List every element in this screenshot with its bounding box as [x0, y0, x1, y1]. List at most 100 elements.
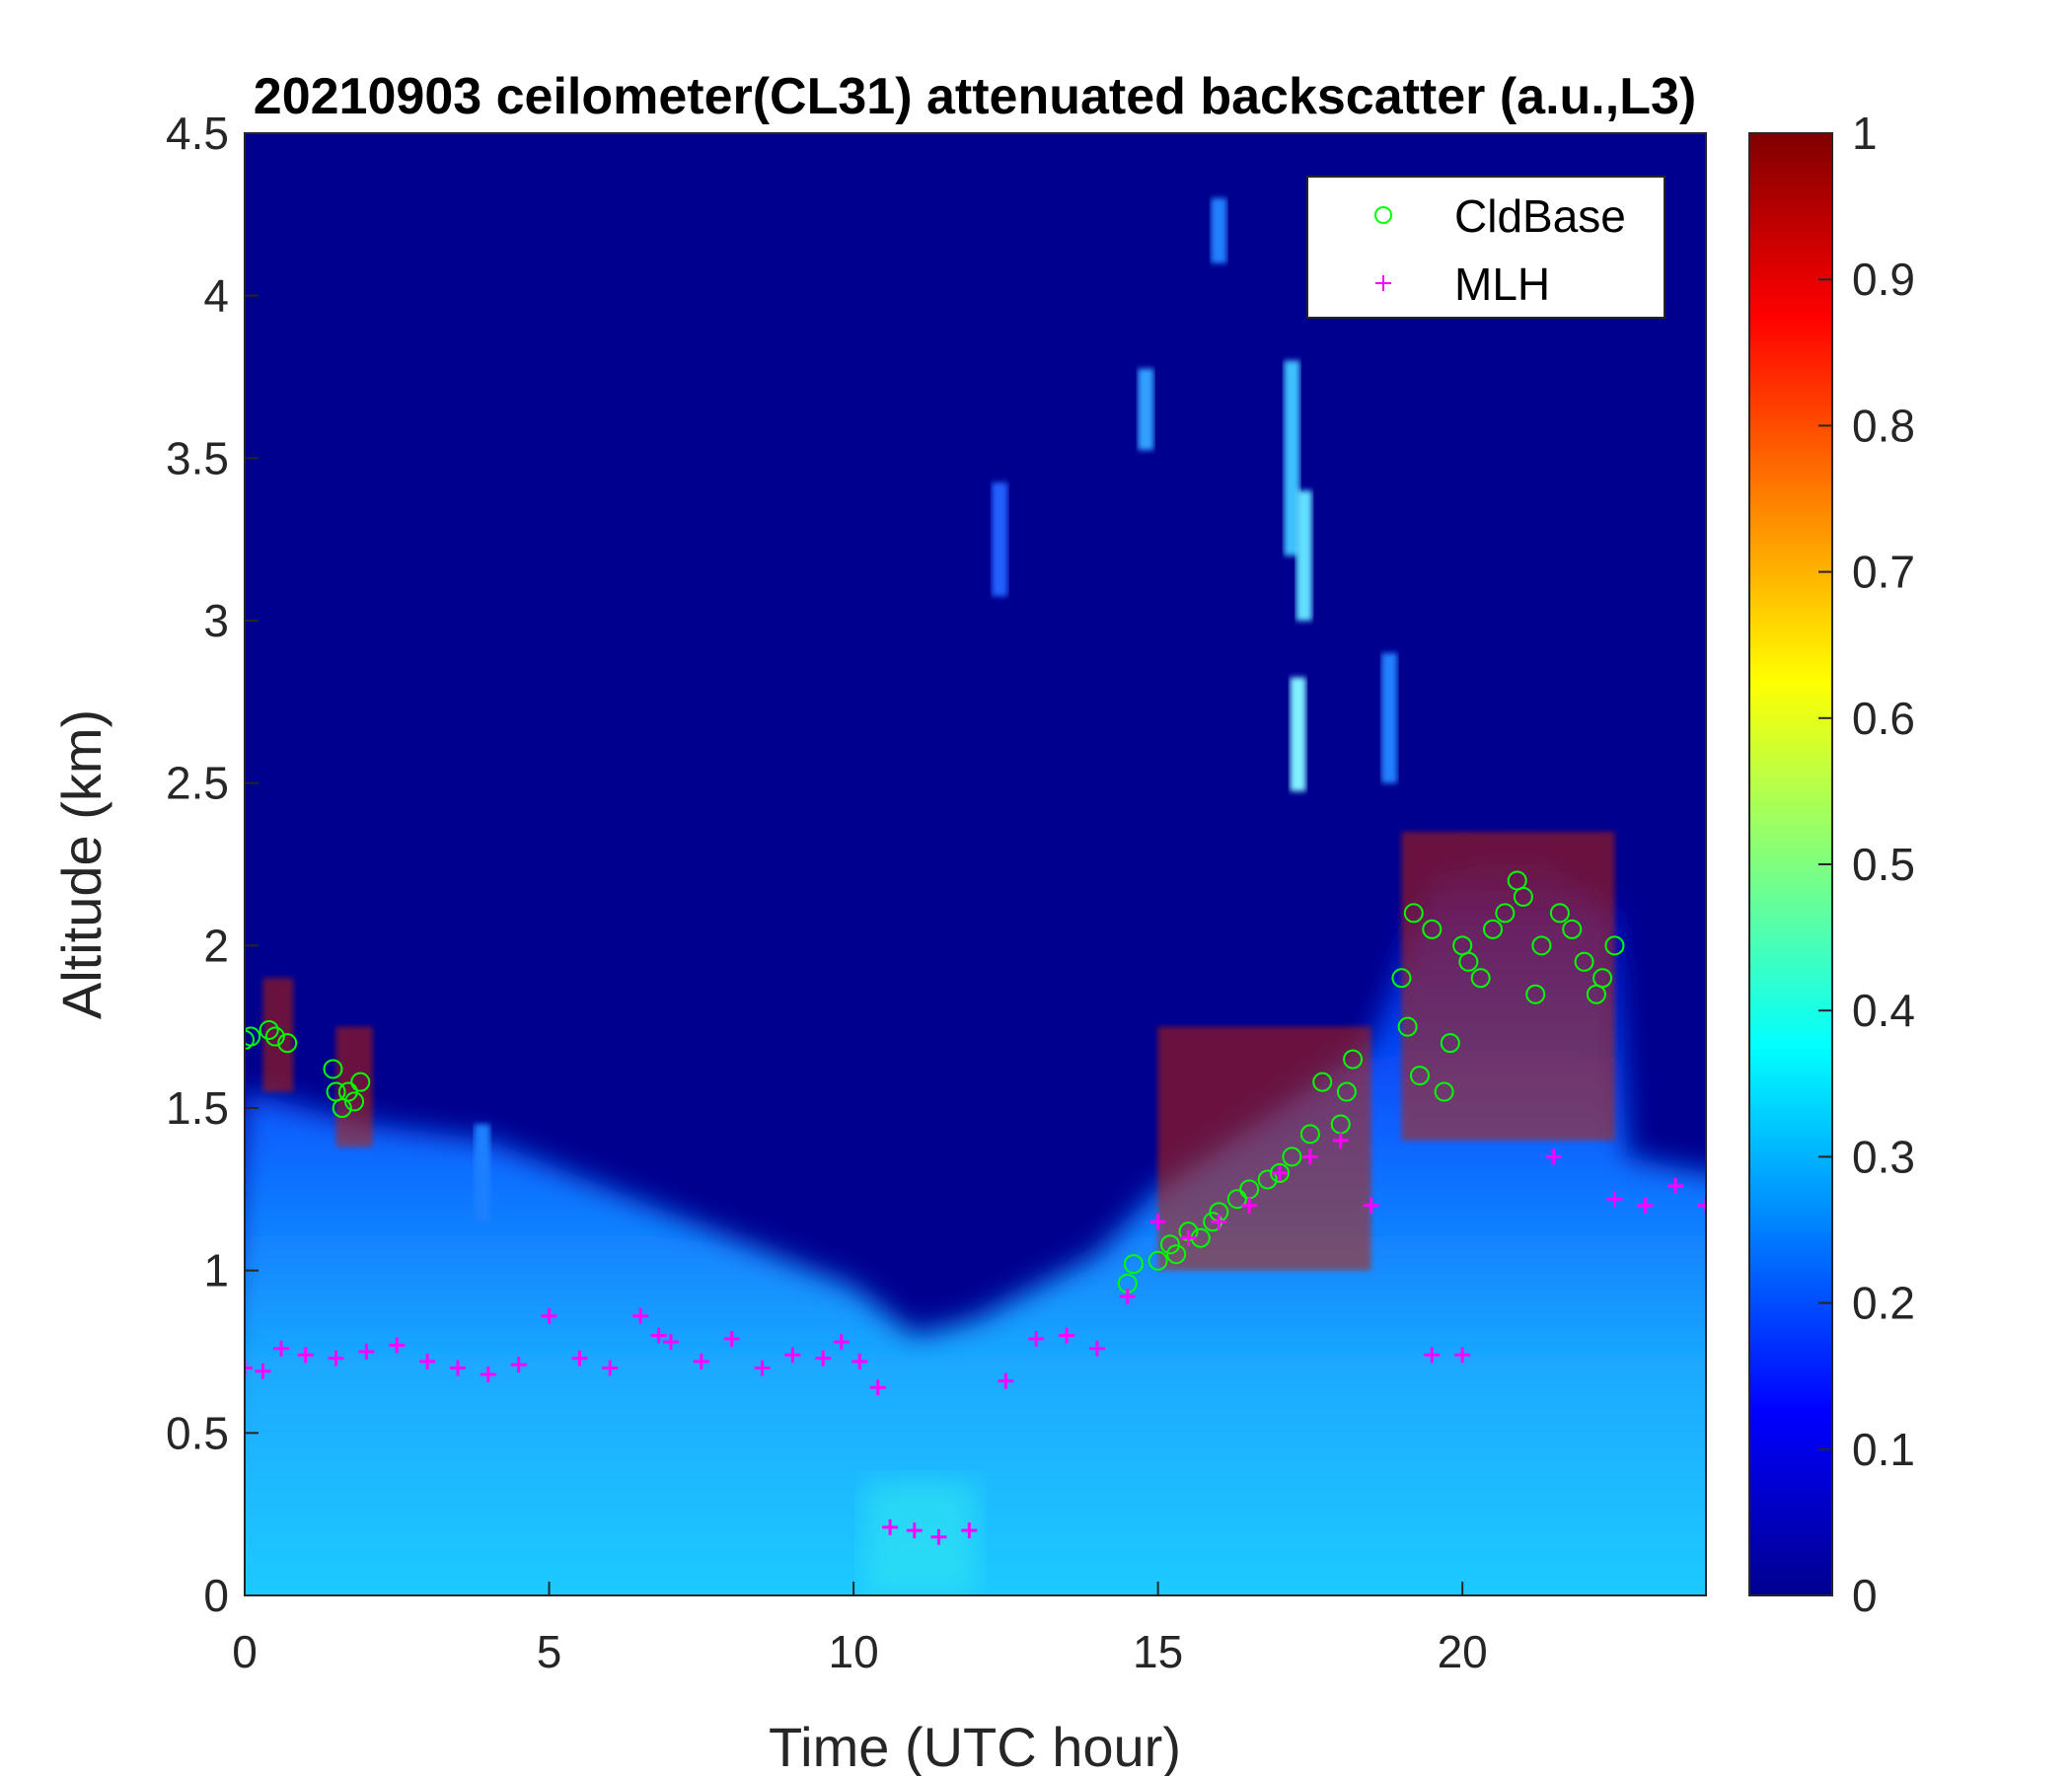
mlh-point [571, 1350, 588, 1367]
mlh-point [1545, 1148, 1562, 1165]
cldbase-point [1336, 1081, 1357, 1102]
y-tick-label: 3 [203, 595, 229, 646]
mlh-point [245, 1360, 253, 1376]
mlh-point [1698, 1197, 1706, 1214]
mlh-point [255, 1363, 271, 1379]
mlh-point [1028, 1330, 1045, 1347]
y-tick-label: 3.5 [166, 432, 229, 483]
cldbase-point [323, 1059, 343, 1079]
cldbase-point [1470, 968, 1491, 989]
cldbase-point [337, 1081, 358, 1102]
mlh-point [754, 1360, 771, 1376]
boundary-layer-region [245, 848, 1706, 1595]
mlh-point [602, 1360, 619, 1376]
cldbase-point [1495, 903, 1516, 924]
cldbase-point [1574, 951, 1594, 972]
cldbase-point [1549, 903, 1570, 924]
x-tick-label: 10 [828, 1626, 878, 1677]
aerosol-streak [992, 482, 1008, 597]
cldbase-point [1409, 1066, 1430, 1086]
legend-mlh-marker [1375, 275, 1391, 291]
plot-frame [244, 132, 1707, 1596]
colorbar-tick-label: 0 [1852, 1570, 1878, 1621]
mlh-point [1088, 1340, 1105, 1357]
cldbase-point [1270, 1162, 1291, 1183]
cldbase-point [1226, 1189, 1247, 1210]
y-tick-label: 2 [203, 920, 229, 971]
legend-cldbase-marker [1374, 206, 1392, 224]
cldbase-point [1343, 1049, 1364, 1070]
cldbase-point [1562, 919, 1583, 939]
mlh-point [998, 1372, 1014, 1389]
mlh-point [1241, 1197, 1258, 1214]
mlh-point [723, 1330, 740, 1347]
x-tick-label: 5 [537, 1626, 562, 1677]
mlh-point [1667, 1178, 1684, 1195]
mlh-point [1332, 1132, 1349, 1148]
mlh-point [328, 1350, 344, 1367]
cloud-region [335, 1026, 373, 1147]
cldbase-point [245, 1029, 255, 1050]
y-tick-label: 4 [203, 270, 229, 322]
cldbase-point [1604, 935, 1625, 956]
aerosol-streak [1290, 677, 1306, 791]
x-tick-label: 15 [1133, 1626, 1183, 1677]
mlh-point [510, 1357, 527, 1373]
mlh-point [389, 1337, 406, 1354]
legend-mlh-label: MLH [1454, 259, 1550, 310]
mlh-point [869, 1379, 886, 1396]
colorbar-tick-label: 0.9 [1852, 254, 1915, 305]
cldbase-point [277, 1033, 298, 1054]
legend: CldBase MLH [1306, 176, 1665, 319]
y-tick-label: 1.5 [166, 1082, 229, 1134]
cldbase-point [1123, 1254, 1144, 1275]
colorbar-tick-label: 0.6 [1852, 693, 1915, 744]
cldbase-point [350, 1072, 371, 1092]
mlh-point [449, 1360, 466, 1376]
surface-layer-region [865, 1481, 976, 1595]
aerosol-streak [1284, 360, 1300, 556]
colorbar-tick-label: 0.8 [1852, 400, 1915, 451]
mlh-point [1454, 1347, 1471, 1364]
cldbase-point [259, 1019, 279, 1040]
mlh-point [882, 1518, 899, 1535]
scatter-marks [245, 870, 1706, 1545]
mlh-point [1637, 1197, 1654, 1214]
mlh-point [693, 1353, 709, 1369]
mlh-point [650, 1327, 667, 1344]
mlh-point [851, 1353, 868, 1369]
mlh-point [961, 1522, 978, 1539]
aerosol-streak [1295, 490, 1312, 621]
mlh-point [1180, 1229, 1197, 1246]
mlh-point [1272, 1164, 1289, 1181]
y-tick-label: 2.5 [166, 758, 229, 809]
mlh-point [1301, 1148, 1318, 1165]
cldbase-point [1592, 968, 1613, 989]
cldbase-point [1434, 1081, 1454, 1102]
cldbase-point [1257, 1169, 1278, 1190]
x-axis-label: Time (UTC hour) [769, 1716, 1181, 1776]
mlh-point [784, 1347, 801, 1364]
cldbase-point [1299, 1124, 1320, 1145]
x-tick-label: 0 [232, 1626, 258, 1677]
aerosol-streak [1211, 197, 1227, 263]
y-axis-label: Altitude (km) [50, 709, 112, 1019]
aerosol-streak [1138, 368, 1154, 451]
mlh-point [419, 1353, 436, 1369]
y-tick-label: 4.5 [166, 108, 229, 159]
mlh-point [1363, 1197, 1379, 1214]
cldbase-point [245, 1026, 261, 1047]
cldbase-point [1397, 1016, 1418, 1037]
cldbase-point [1525, 984, 1546, 1004]
axes: 0 5 10 15 20 0 0.5 1 1.5 2 2.5 3 3.5 4 4.5 [166, 108, 1488, 1677]
cldbase-point [264, 1026, 285, 1047]
mlh-point [1211, 1214, 1227, 1230]
colorbar: 0 0.1 0.2 0.3 0.4 0.5 0.6 0.7 0.8 0.9 1 [1748, 108, 1915, 1621]
mlh-point [297, 1347, 314, 1364]
cldbase-point [1513, 886, 1533, 907]
plot-area [245, 133, 1706, 1595]
cldbase-point [1422, 919, 1443, 939]
y-tick-label: 1 [203, 1245, 229, 1296]
cldbase-point [1391, 968, 1412, 989]
mlh-point [273, 1340, 290, 1357]
